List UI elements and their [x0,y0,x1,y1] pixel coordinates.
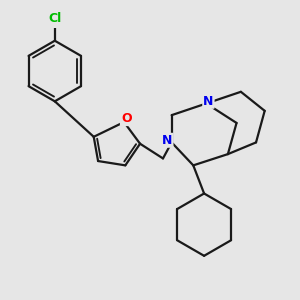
Text: N: N [162,134,172,147]
Text: Cl: Cl [48,12,62,25]
Text: N: N [203,95,214,108]
Text: O: O [121,112,131,125]
